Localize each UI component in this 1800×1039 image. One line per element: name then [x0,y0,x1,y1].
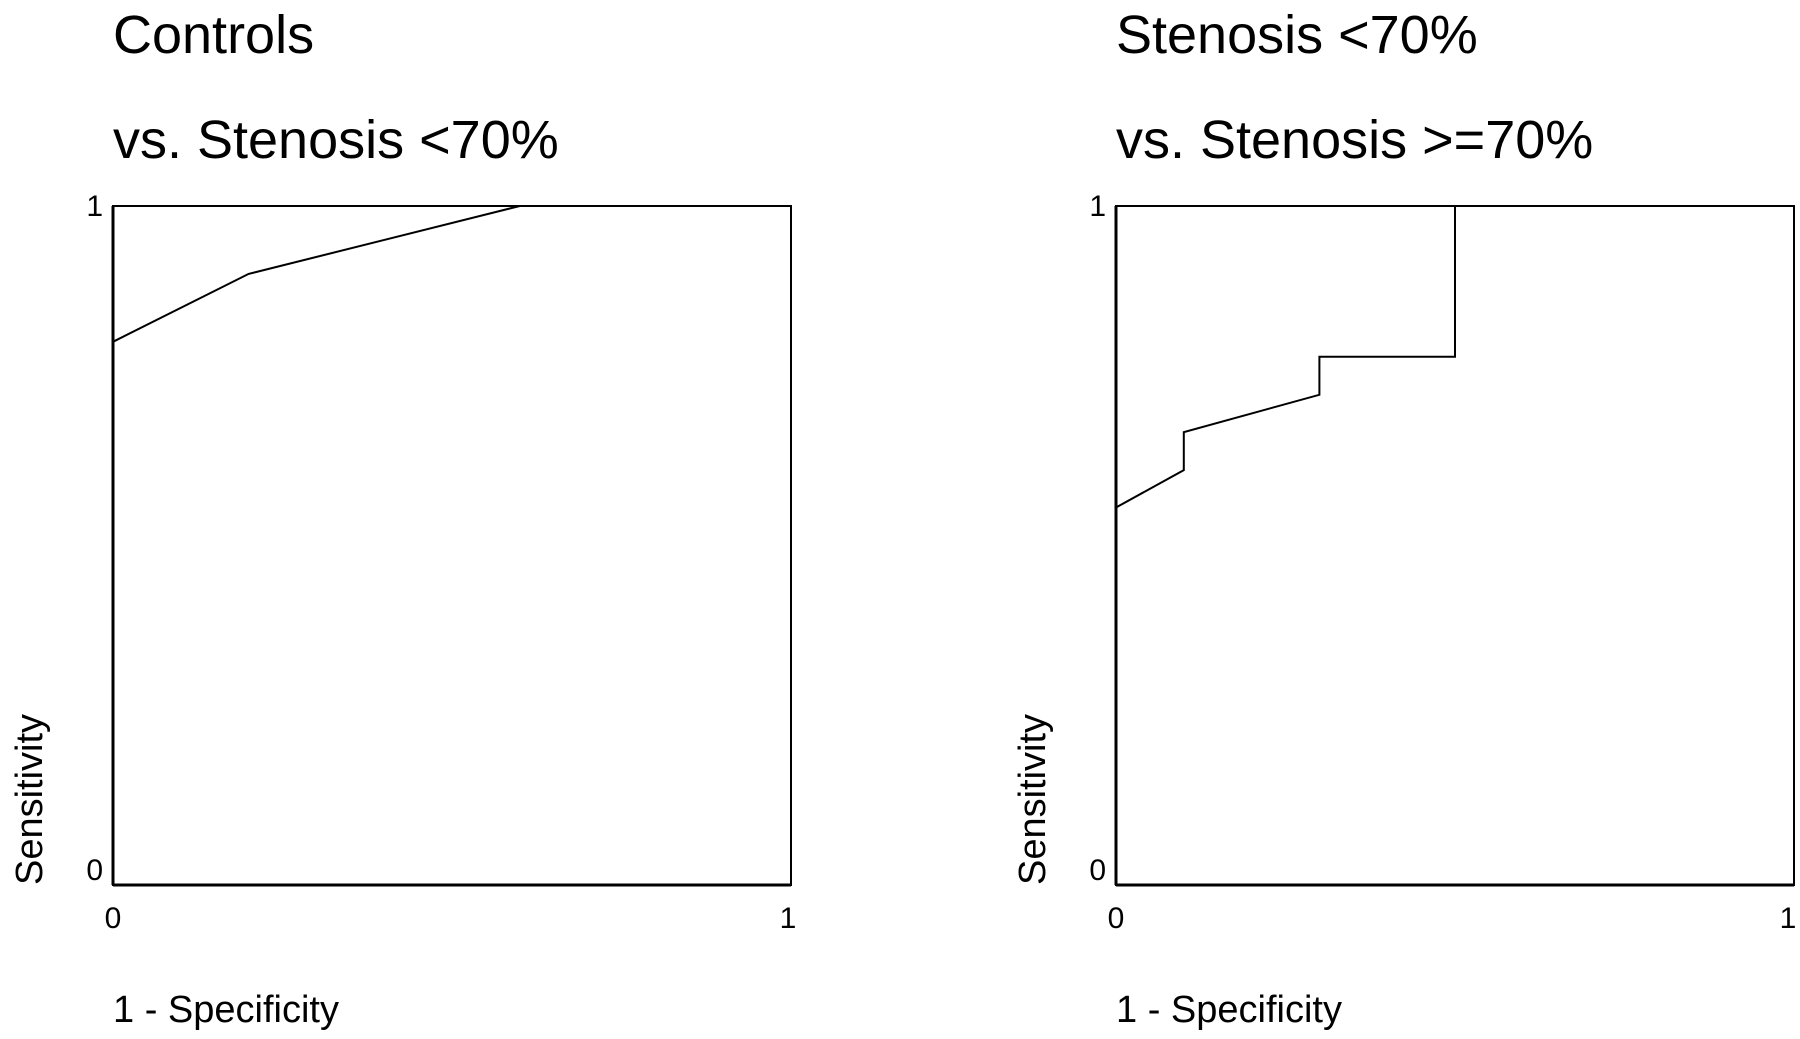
roc-panel-stenosis: Stenosis <70% vs. Stenosis >=70% 1 0 0 1… [1012,5,1796,1031]
x-tick-label-min: 0 [105,902,122,935]
roc-panel-controls: Controls vs. Stenosis <70% 1 0 0 1 1 - S… [9,5,796,1031]
y-tick-label-min: 0 [86,854,103,887]
x-axis-label: 1 - Specificity [113,989,339,1031]
y-tick-label-max: 1 [86,190,103,223]
x-tick-label-max: 1 [780,902,797,935]
chart-title: Stenosis <70% [1116,5,1478,65]
x-axis-label: 1 - Specificity [1116,989,1342,1031]
y-axis-label: Sensitivity [9,714,51,885]
x-tick-label-max: 1 [1780,902,1797,935]
y-tick-label-max: 1 [1089,190,1106,223]
roc-curve-line [1115,205,1794,509]
chart-subtitle: vs. Stenosis <70% [113,110,559,170]
roc-curve-line [112,205,791,343]
plot-frame [112,205,792,886]
x-tick-label-min: 0 [1108,902,1125,935]
chart-title: Controls [113,5,314,65]
y-tick-label-min: 0 [1089,854,1106,887]
chart-subtitle: vs. Stenosis >=70% [1116,110,1593,170]
y-axis-label: Sensitivity [1012,714,1054,885]
